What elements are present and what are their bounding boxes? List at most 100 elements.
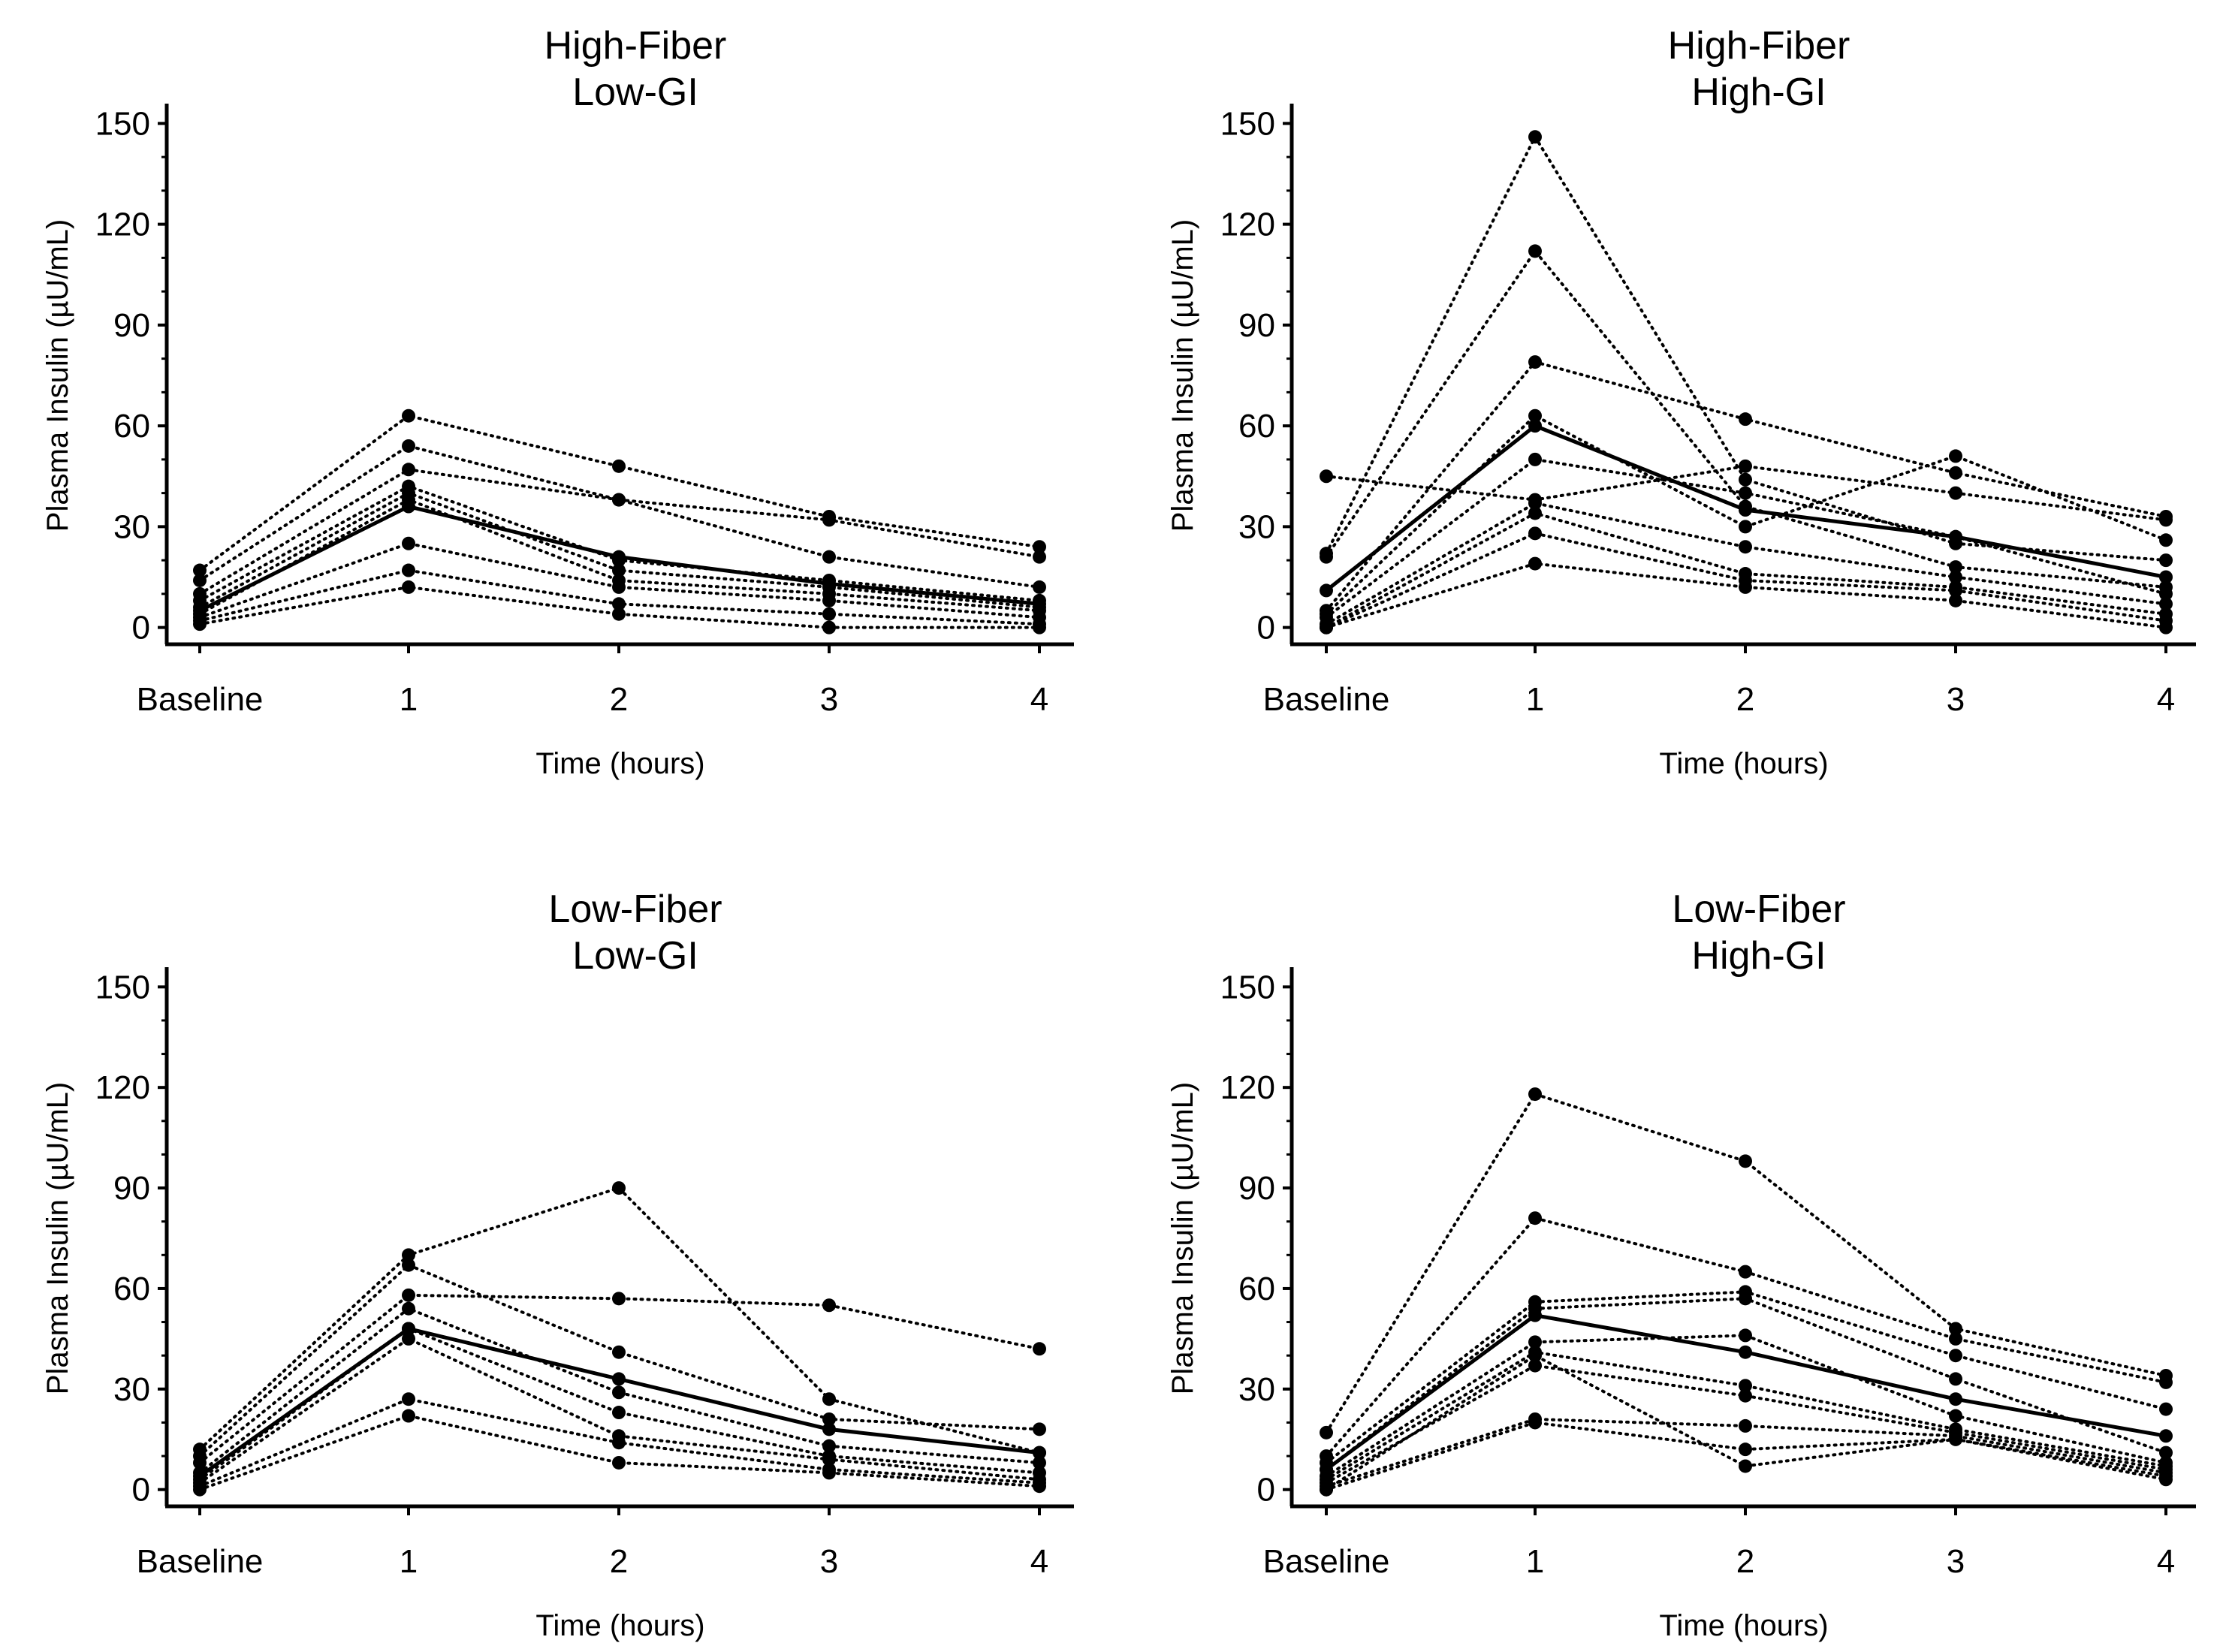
mean-point — [193, 1469, 207, 1483]
data-point — [193, 563, 207, 577]
data-point — [1528, 1087, 1542, 1102]
data-point — [1949, 1432, 1962, 1446]
x-tick-label: 1 — [400, 1543, 418, 1580]
x-tick-label: 2 — [610, 681, 628, 718]
x-tick-label: 2 — [1736, 681, 1754, 718]
x-tick-label: Baseline — [1263, 1543, 1390, 1580]
series-line — [1325, 1417, 2167, 1488]
data-point — [1949, 1372, 1962, 1386]
data-point — [612, 459, 626, 473]
y-tick-label: 30 — [113, 508, 150, 545]
series-line — [1325, 511, 2167, 629]
series-line — [1325, 1350, 2167, 1482]
y-tick-label: 150 — [1220, 969, 1275, 1005]
data-point — [1949, 560, 1962, 574]
y-tick-label: 120 — [95, 206, 150, 243]
y-axis-title: Plasma Insulin (µU/mL) — [41, 1082, 74, 1394]
x-axis-title: Time (hours) — [1659, 1609, 1828, 1642]
series-mean — [193, 499, 1046, 618]
data-point — [2159, 1446, 2173, 1460]
data-point — [2159, 509, 2173, 523]
data-point — [402, 1288, 415, 1302]
data-point — [1528, 355, 1542, 369]
mean-point — [402, 499, 415, 514]
data-point — [402, 563, 415, 577]
series-line — [1325, 1092, 2167, 1434]
x-tick-label: 1 — [1526, 1543, 1544, 1580]
series-line — [198, 1414, 1041, 1491]
data-point — [402, 536, 415, 550]
data-point — [2159, 553, 2173, 568]
mean-point — [1528, 419, 1542, 433]
series-line — [198, 498, 1041, 616]
data-point — [402, 1331, 415, 1346]
y-tick-label: 60 — [113, 1271, 150, 1307]
data-point — [1949, 1349, 1962, 1363]
x-tick-label: 1 — [1526, 681, 1544, 718]
data-point — [612, 597, 626, 611]
data-point — [1528, 1211, 1542, 1225]
series-subject-3 — [1320, 1285, 2173, 1470]
y-tick-label: 0 — [1257, 610, 1275, 647]
data-point — [1949, 486, 1962, 500]
data-point — [402, 1301, 415, 1316]
x-tick-label: 3 — [820, 1543, 838, 1580]
data-point — [1320, 550, 1333, 564]
data-point — [822, 1466, 836, 1480]
panel-title-line-1: High-Fiber — [544, 24, 727, 68]
data-point — [1528, 130, 1542, 144]
series-mean — [1320, 419, 2173, 598]
data-point — [822, 593, 836, 607]
data-point — [1320, 1425, 1333, 1439]
series-line — [1325, 532, 2167, 629]
y-axis-title: Plasma Insulin (µU/mL) — [1166, 1082, 1199, 1394]
series-subject-4 — [193, 1301, 1046, 1480]
panel-title-line-2: High-GI — [1691, 71, 1826, 114]
y-tick-label: 90 — [113, 1170, 150, 1207]
x-tick-label: Baseline — [137, 1543, 264, 1580]
mean-point — [1033, 1446, 1046, 1460]
x-axis-title: Time (hours) — [535, 747, 704, 780]
series-mean — [1320, 1308, 2173, 1476]
data-point — [1528, 496, 1542, 511]
data-point — [1320, 469, 1333, 484]
data-point — [1949, 1322, 1962, 1336]
data-point — [2159, 533, 2173, 547]
series-line — [198, 541, 1041, 620]
series-subject-8 — [193, 1409, 1046, 1497]
data-point — [193, 1455, 207, 1470]
data-point — [1528, 506, 1542, 520]
data-point — [402, 463, 415, 477]
series-line — [1325, 464, 2167, 522]
y-tick-label: 90 — [113, 307, 150, 344]
data-point — [1739, 459, 1752, 473]
data-point — [612, 1292, 626, 1306]
data-point — [1739, 412, 1752, 427]
mean-point — [402, 1322, 415, 1336]
data-point — [1033, 620, 1046, 635]
data-point — [1033, 1422, 1046, 1436]
data-point — [402, 580, 415, 594]
data-point — [1949, 466, 1962, 480]
data-point — [1949, 593, 1962, 607]
series-line — [1325, 562, 2167, 629]
data-point — [822, 513, 836, 527]
data-point — [822, 607, 836, 621]
mean-point — [822, 577, 836, 591]
data-point — [1739, 540, 1752, 554]
y-tick-label: 150 — [95, 969, 150, 1005]
y-tick-label: 0 — [132, 610, 150, 647]
x-axis-title: Time (hours) — [535, 1609, 704, 1642]
y-tick-label: 0 — [132, 1472, 150, 1509]
data-point — [402, 1409, 415, 1423]
series-line — [1325, 501, 2167, 626]
data-point — [1739, 1379, 1752, 1393]
x-tick-label: 3 — [1947, 1543, 1965, 1580]
x-tick-label: Baseline — [137, 681, 264, 718]
data-point — [1739, 486, 1752, 500]
data-point — [1033, 1479, 1046, 1494]
y-tick-label: 90 — [1238, 307, 1275, 344]
